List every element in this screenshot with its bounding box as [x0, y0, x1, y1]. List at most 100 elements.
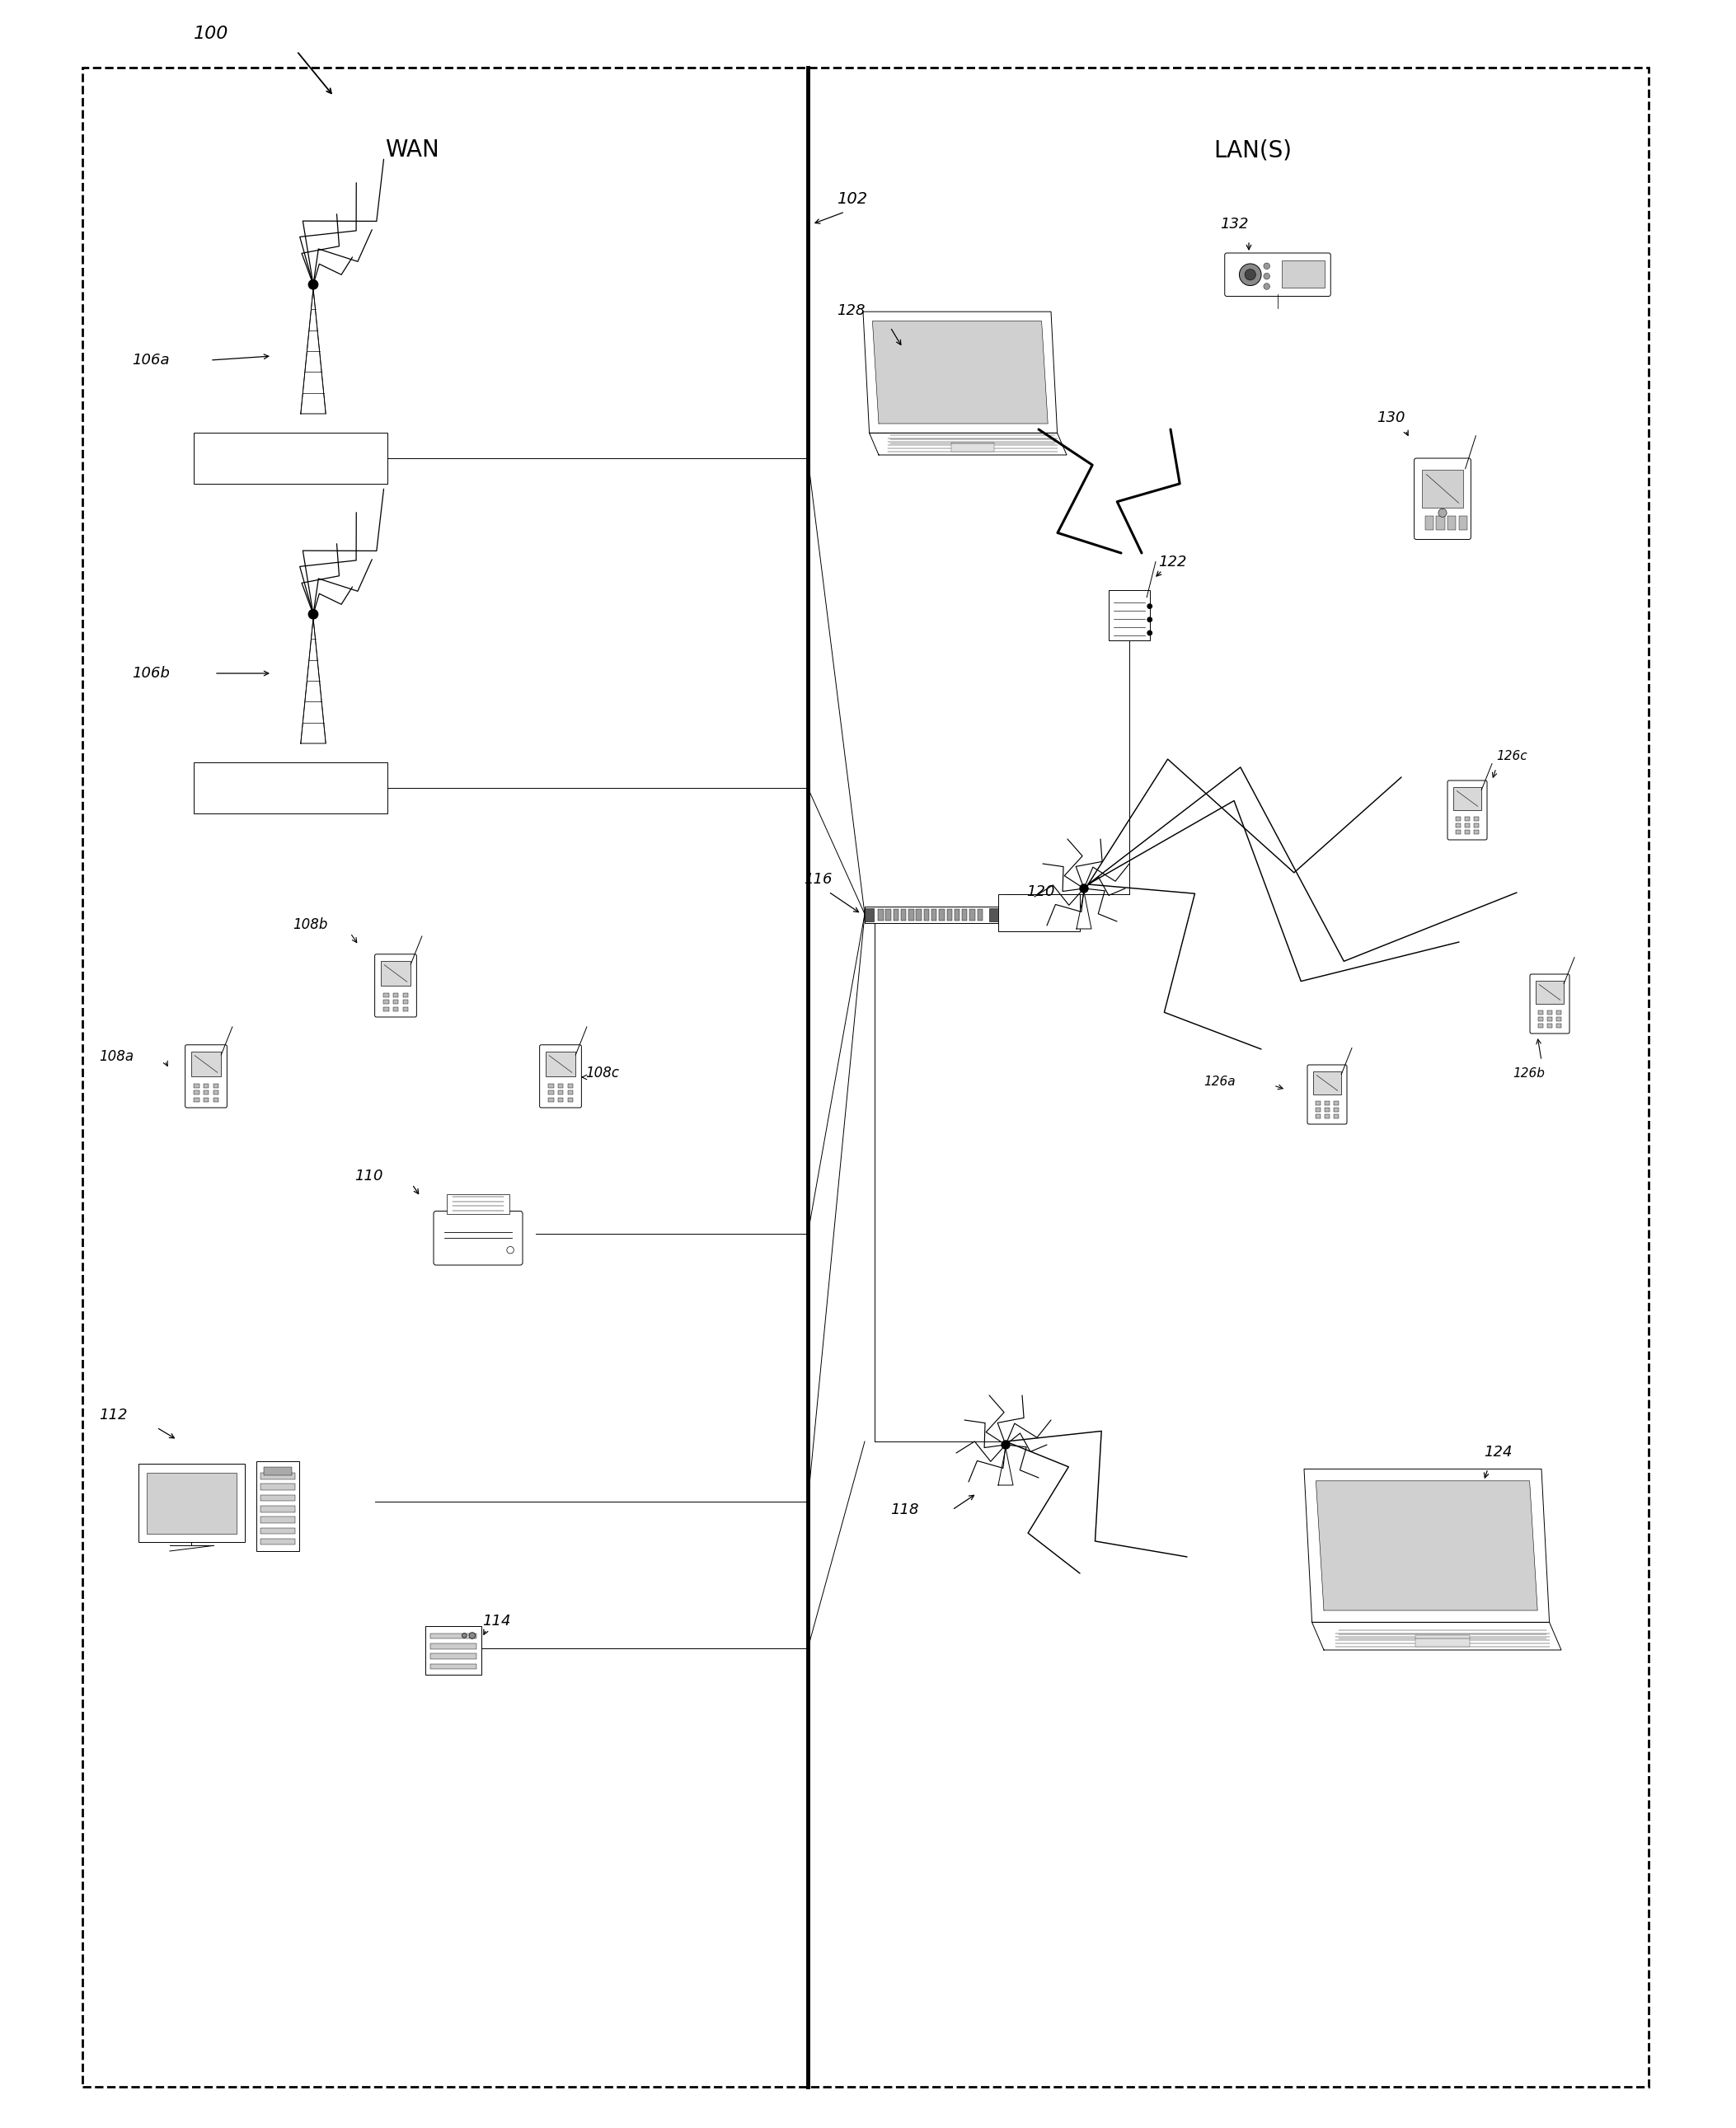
Bar: [1448, 517, 1457, 530]
Text: 110: 110: [354, 1168, 384, 1183]
Text: 108c: 108c: [585, 1066, 620, 1081]
Bar: [1465, 824, 1470, 828]
Bar: [203, 1098, 208, 1102]
Bar: [878, 909, 884, 921]
Bar: [557, 1083, 564, 1087]
Bar: [431, 1643, 477, 1649]
Bar: [425, 1626, 481, 1675]
Bar: [1109, 589, 1149, 641]
Bar: [977, 909, 983, 921]
Bar: [549, 1083, 554, 1087]
Bar: [392, 994, 399, 998]
Bar: [1538, 1024, 1543, 1028]
Bar: [951, 443, 995, 451]
Bar: [403, 1007, 408, 1011]
Bar: [392, 1000, 399, 1004]
Polygon shape: [1076, 892, 1092, 928]
Circle shape: [1240, 264, 1262, 285]
Bar: [392, 1007, 399, 1011]
Bar: [203, 1092, 208, 1094]
FancyBboxPatch shape: [375, 953, 417, 1017]
Bar: [403, 1000, 408, 1004]
Bar: [264, 1468, 292, 1475]
Bar: [1465, 817, 1470, 821]
Bar: [917, 909, 922, 921]
Bar: [146, 1473, 236, 1534]
Polygon shape: [873, 321, 1049, 423]
Bar: [139, 1464, 245, 1541]
Bar: [214, 1083, 219, 1087]
Text: 126c: 126c: [1496, 749, 1528, 762]
Text: 106b: 106b: [132, 666, 170, 681]
FancyBboxPatch shape: [1307, 1064, 1347, 1124]
Bar: [1325, 1102, 1330, 1104]
Bar: [193, 1092, 200, 1094]
Polygon shape: [998, 1447, 1014, 1485]
Bar: [970, 909, 976, 921]
Bar: [1415, 1634, 1470, 1647]
FancyBboxPatch shape: [1529, 975, 1569, 1034]
Circle shape: [1147, 617, 1153, 621]
Bar: [384, 994, 389, 998]
Bar: [1547, 1017, 1552, 1021]
Bar: [1422, 470, 1463, 509]
Bar: [865, 909, 873, 921]
Bar: [257, 1462, 299, 1551]
Text: WAN: WAN: [385, 138, 439, 162]
FancyBboxPatch shape: [434, 1211, 523, 1266]
Bar: [1316, 1109, 1321, 1113]
Text: 132: 132: [1220, 217, 1248, 232]
Bar: [1538, 1011, 1543, 1015]
Text: 108b: 108b: [293, 917, 328, 932]
Bar: [1314, 1070, 1340, 1094]
Bar: [1465, 830, 1470, 834]
Bar: [1555, 1011, 1562, 1015]
Bar: [939, 909, 944, 921]
Text: 126a: 126a: [1203, 1075, 1236, 1087]
Bar: [260, 1507, 295, 1511]
Text: 116: 116: [804, 872, 832, 887]
Circle shape: [1264, 264, 1269, 268]
Polygon shape: [1316, 1481, 1538, 1611]
Bar: [380, 960, 410, 985]
Bar: [568, 1098, 573, 1102]
Bar: [403, 994, 408, 998]
Bar: [557, 1098, 564, 1102]
Bar: [260, 1539, 295, 1545]
Bar: [260, 1494, 295, 1500]
Circle shape: [1147, 630, 1153, 634]
Bar: [946, 909, 951, 921]
Text: 100: 100: [194, 26, 229, 43]
Bar: [1316, 1102, 1321, 1104]
Bar: [1547, 1024, 1552, 1028]
Bar: [431, 1664, 477, 1668]
Bar: [1333, 1102, 1338, 1104]
Bar: [924, 909, 929, 921]
Bar: [901, 909, 906, 921]
Bar: [885, 909, 891, 921]
FancyBboxPatch shape: [540, 1045, 582, 1109]
Polygon shape: [863, 311, 1057, 432]
Text: 106a: 106a: [132, 353, 170, 368]
Circle shape: [1264, 272, 1269, 279]
Bar: [998, 894, 1080, 932]
Bar: [962, 909, 967, 921]
Bar: [384, 1007, 389, 1011]
Bar: [446, 1194, 510, 1213]
Polygon shape: [1304, 1468, 1549, 1622]
Bar: [1316, 1115, 1321, 1119]
Circle shape: [1080, 885, 1088, 892]
Bar: [384, 1000, 389, 1004]
Bar: [260, 1483, 295, 1490]
Text: 112: 112: [99, 1409, 127, 1422]
Bar: [1281, 260, 1325, 287]
Bar: [1555, 1024, 1562, 1028]
Text: 128: 128: [837, 304, 865, 317]
Bar: [545, 1051, 575, 1077]
Bar: [568, 1083, 573, 1087]
Polygon shape: [300, 617, 326, 743]
Circle shape: [1439, 509, 1446, 517]
Circle shape: [1264, 283, 1269, 289]
Bar: [1425, 517, 1434, 530]
Bar: [203, 1083, 208, 1087]
